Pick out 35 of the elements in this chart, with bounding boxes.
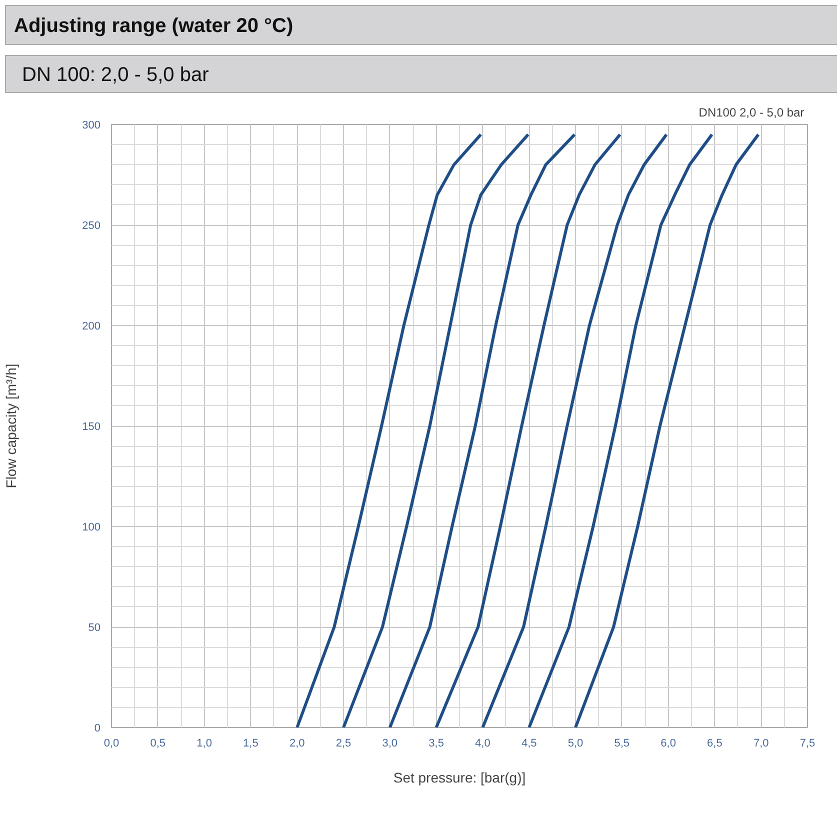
y-tick-label: 250 <box>82 220 101 232</box>
y-tick-label: 300 <box>82 120 101 132</box>
x-tick-label: 1,5 <box>243 738 258 750</box>
y-tick-label: 100 <box>82 522 101 534</box>
x-tick-label: 7,5 <box>800 738 816 750</box>
y-tick-label: 50 <box>88 622 101 634</box>
line-series <box>342 133 530 728</box>
x-tick-label: 1,0 <box>196 738 212 750</box>
chart-title: Adjusting range (water 20 °C) <box>14 14 294 39</box>
x-tick-label: 0,5 <box>150 738 166 750</box>
x-axis-title: Set pressure: [bar(g)] <box>393 770 526 786</box>
x-tick-label: 3,0 <box>382 738 398 750</box>
chart-subtitle: DN 100: 2,0 - 5,0 bar <box>22 63 209 88</box>
x-tick-label: 5,5 <box>614 738 630 750</box>
line-series <box>574 133 760 728</box>
line-series <box>388 133 576 728</box>
y-axis-title: Flow capacity [m³/h] <box>3 364 20 488</box>
x-tick-label: 6,0 <box>660 738 676 750</box>
line-series <box>481 133 668 728</box>
x-tick-label: 0,0 <box>104 738 120 750</box>
text: DN100 2,0 - 5,0 bar <box>698 106 804 120</box>
y-tick-label: 200 <box>82 320 101 332</box>
line-series <box>528 133 714 728</box>
x-tick-label: 5,0 <box>568 738 584 750</box>
line-series <box>434 133 622 728</box>
y-tick-label: 150 <box>82 421 101 433</box>
y-tick-label: 0 <box>94 722 101 734</box>
x-tick-label: 7,0 <box>753 738 769 750</box>
x-tick-label: 3,5 <box>428 738 444 750</box>
x-tick-label: 4,5 <box>521 738 537 750</box>
x-tick-label: 6,5 <box>707 738 722 750</box>
x-tick-label: 4,0 <box>475 738 490 750</box>
x-tick-label: 2,5 <box>336 738 352 750</box>
line-series <box>296 133 482 728</box>
x-tick-label: 2,0 <box>289 738 305 750</box>
